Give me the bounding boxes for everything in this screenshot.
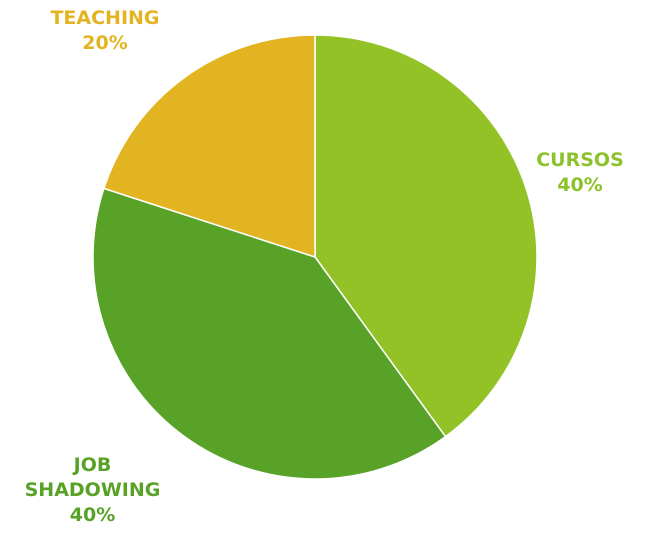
cursos-name: CURSOS xyxy=(536,149,624,171)
job-shadowing-percent: 40% xyxy=(69,504,116,526)
cursos-slice-label: CURSOS 40% xyxy=(530,148,630,198)
teaching-slice xyxy=(102,34,316,259)
cursos-percent: 40% xyxy=(557,174,603,196)
job-shadowing-name-line2: SHADOWING xyxy=(24,479,161,501)
teaching-name: TEACHING xyxy=(50,7,160,29)
teaching-percent: 20% xyxy=(82,32,128,54)
teaching-slice-label: TEACHING 20% xyxy=(20,6,190,56)
job-shadowing-slice xyxy=(92,187,447,480)
job-shadowing-name-line1: JOB xyxy=(73,454,112,476)
cursos-slice xyxy=(314,34,538,438)
job-shadowing-slice-label: JOB SHADOWING 40% xyxy=(5,453,180,528)
